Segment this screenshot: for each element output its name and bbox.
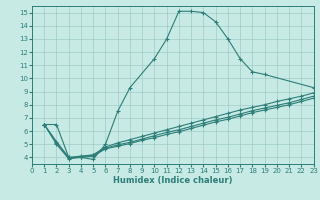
X-axis label: Humidex (Indice chaleur): Humidex (Indice chaleur)	[113, 176, 233, 185]
